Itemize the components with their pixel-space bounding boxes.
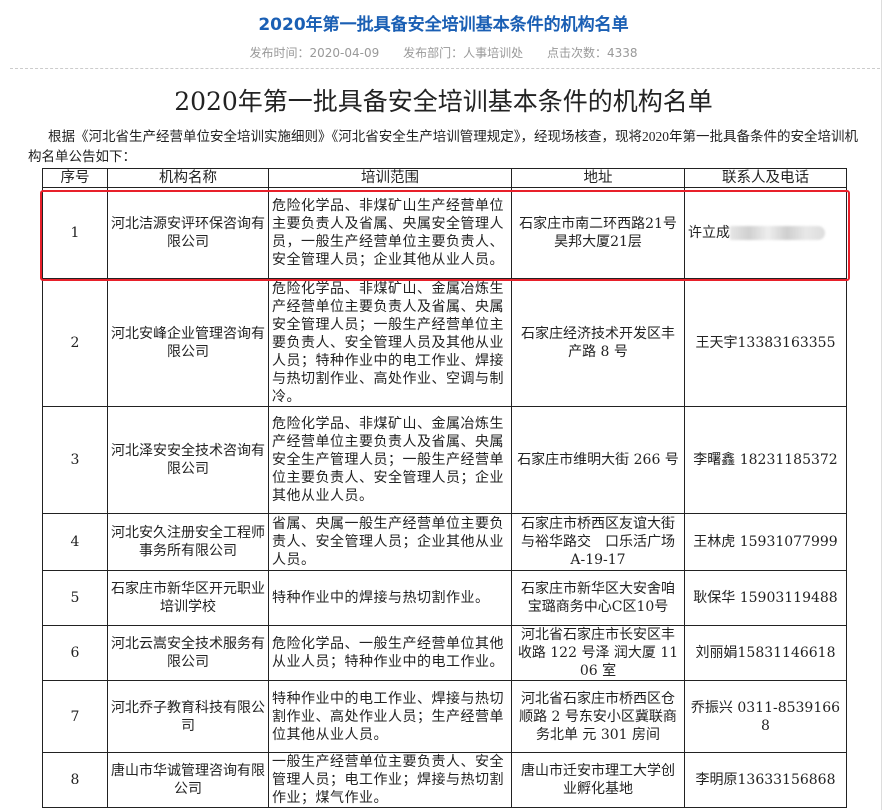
cell-address: 河北省石家庄市长安区丰收路 122 号泽 润大厦 1106 室 [511, 625, 685, 681]
cell-name: 河北乔子教育科技有限公司 [107, 680, 269, 753]
article-meta: 发布时间：2020-04-09 发布部门：人事培训处 点击次数：4338 [0, 44, 887, 61]
table-row: 3 河北泽安安全技术咨询有限公司 危险化学品、非煤矿山、金属冶炼生产经营单位主要… [42, 406, 847, 514]
cell-contact: 王林虎 15931077999 [684, 513, 847, 571]
cell-contact: 耿保华 15903119488 [684, 570, 847, 626]
cell-no: 2 [42, 278, 108, 407]
cell-contact: 李曙鑫 18231185372 [684, 406, 847, 514]
table-row: 2 河北安峰企业管理咨询有限公司 危险化学品、非煤矿山、金属冶炼生产经营单位主要… [42, 278, 847, 407]
header-name: 机构名称 [107, 168, 269, 188]
header-scope: 培训范围 [268, 168, 512, 188]
cell-scope: 一般生产经营单位主要负责人、安全管理人员；电工作业；焊接与热切割作业；煤气作业。 [268, 752, 512, 808]
table-row: 6 河北云嵩安全技术服务有限公司 危险化学品、一般生产经营单位其他从业人员；特种… [42, 625, 847, 681]
table-row: 8 唐山市华诚管理咨询有限公司 一般生产经营单位主要负责人、安全管理人员；电工作… [42, 752, 847, 808]
cell-no: 4 [42, 513, 108, 571]
click-count: 点击次数：4338 [546, 46, 638, 60]
cell-no: 5 [42, 570, 108, 626]
table-row: 1 河北洁源安评环保咨询有限公司 危险化学品、非煤矿山生产经营单位主要负责人及省… [42, 187, 847, 279]
cell-scope: 危险化学品、非煤矿山、金属冶炼生产经营单位主要负责人及省属、央属安全管理人员；一… [268, 278, 512, 407]
cell-name: 河北洁源安评环保咨询有限公司 [107, 187, 269, 279]
cell-address: 石家庄市维明大街 266 号 [511, 406, 685, 514]
cell-address: 石家庄市桥西区友谊大街与裕华路交 口乐活广场 A-19-17 [511, 513, 685, 571]
institution-table: 序号 机构名称 培训范围 地址 联系人及电话 1 河北洁源安评环保咨询有限公司 … [42, 168, 847, 808]
cell-address: 河北省石家庄市桥西区仓顺路 2 号东安小区冀联商务北单 元 301 房间 [511, 680, 685, 753]
cell-address: 石家庄市南二环西路21号昊邦大厦21层 [511, 187, 685, 279]
cell-contact: 刘丽娟15831146618 [684, 625, 847, 681]
cell-scope: 特种作业中的电工作业、焊接与热切割作业、高处作业人员；生产经营单位其他从业人员。 [268, 680, 512, 753]
divider [10, 68, 880, 69]
cell-name: 河北云嵩安全技术服务有限公司 [107, 625, 269, 681]
cell-scope: 危险化学品、非煤矿山生产经营单位主要负责人及省属、央属安全管理人员，一般生产经营… [268, 187, 512, 279]
cell-name: 河北泽安安全技术咨询有限公司 [107, 406, 269, 514]
cell-scope: 特种作业中的焊接与热切割作业。 [268, 570, 512, 626]
cell-scope: 危险化学品、非煤矿山、金属冶炼生产经营单位主要负责人及省属、央属安全生产管理人员… [268, 406, 512, 514]
cell-no: 3 [42, 406, 108, 514]
cell-address: 石家庄经济技术开发区丰产路 8 号 [511, 278, 685, 407]
header-address: 地址 [511, 168, 685, 188]
cell-scope: 危险化学品、一般生产经营单位其他从业人员；特种作业中的电工作业。 [268, 625, 512, 681]
cell-name: 河北安久注册安全工程师事务所有限公司 [107, 513, 269, 571]
table-row: 4 河北安久注册安全工程师事务所有限公司 省属、央属一般生产经营单位主要负责人、… [42, 513, 847, 571]
publish-department: 发布部门：人事培训处 [403, 46, 524, 60]
article-title: 2020年第一批具备安全培训基本条件的机构名单 [174, 87, 713, 116]
table-header-row: 序号 机构名称 培训范围 地址 联系人及电话 [42, 168, 847, 188]
cell-address: 唐山市迁安市理工大学创业孵化基地 [511, 752, 685, 808]
publish-time: 发布时间：2020-04-09 [249, 46, 380, 60]
cell-contact: 许立成 [684, 187, 847, 279]
contact-name: 许立成 [688, 225, 730, 241]
cell-no: 7 [42, 680, 108, 753]
cell-address: 石家庄市新华区大安舍咱宝璐商务中心C区10号 [511, 570, 685, 626]
table-row: 7 河北乔子教育科技有限公司 特种作业中的电工作业、焊接与热切割作业、高处作业人… [42, 680, 847, 753]
cell-contact: 王天宇13383163355 [684, 278, 847, 407]
article-intro: 根据《河北省生产经营单位安全培训实施细则》《河北省安全生产培训管理规定》，经现场… [28, 129, 858, 164]
cell-contact: 乔振兴 0311-85391668 [684, 680, 847, 753]
cell-no: 1 [42, 187, 108, 279]
cell-no: 8 [42, 752, 108, 808]
page-title: 2020年第一批具备安全培训基本条件的机构名单 [258, 15, 629, 35]
header-contact: 联系人及电话 [684, 168, 847, 188]
cell-name: 石家庄市新华区开元职业培训学校 [107, 570, 269, 626]
cell-contact: 李明原13633156868 [684, 752, 847, 808]
table-row: 5 石家庄市新华区开元职业培训学校 特种作业中的焊接与热切割作业。 石家庄市新华… [42, 570, 847, 626]
cell-name: 河北安峰企业管理咨询有限公司 [107, 278, 269, 407]
cell-name: 唐山市华诚管理咨询有限公司 [107, 752, 269, 808]
blurred-phone [730, 226, 825, 240]
header-no: 序号 [42, 168, 108, 188]
cell-scope: 省属、央属一般生产经营单位主要负责人、安全管理人员；企业其他从业人员。 [268, 513, 512, 571]
cell-no: 6 [42, 625, 108, 681]
scrollbar[interactable] [881, 0, 882, 810]
